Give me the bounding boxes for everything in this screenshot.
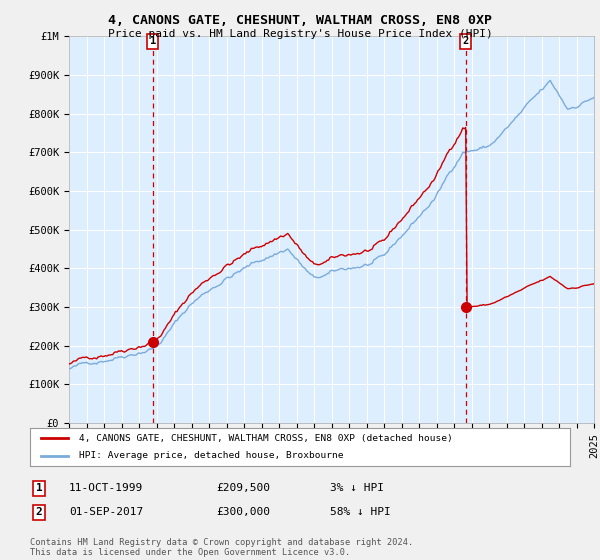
Text: 2: 2 — [463, 36, 469, 46]
Text: 2: 2 — [35, 507, 43, 517]
Text: £300,000: £300,000 — [216, 507, 270, 517]
Text: 1: 1 — [149, 36, 156, 46]
Text: 3% ↓ HPI: 3% ↓ HPI — [330, 483, 384, 493]
Text: 1: 1 — [35, 483, 43, 493]
Text: 01-SEP-2017: 01-SEP-2017 — [69, 507, 143, 517]
Text: HPI: Average price, detached house, Broxbourne: HPI: Average price, detached house, Brox… — [79, 451, 343, 460]
Text: Contains HM Land Registry data © Crown copyright and database right 2024.
This d: Contains HM Land Registry data © Crown c… — [30, 538, 413, 557]
Text: 4, CANONS GATE, CHESHUNT, WALTHAM CROSS, EN8 0XP (detached house): 4, CANONS GATE, CHESHUNT, WALTHAM CROSS,… — [79, 433, 452, 442]
Text: Price paid vs. HM Land Registry's House Price Index (HPI): Price paid vs. HM Land Registry's House … — [107, 29, 493, 39]
Text: £209,500: £209,500 — [216, 483, 270, 493]
Text: 11-OCT-1999: 11-OCT-1999 — [69, 483, 143, 493]
Text: 4, CANONS GATE, CHESHUNT, WALTHAM CROSS, EN8 0XP: 4, CANONS GATE, CHESHUNT, WALTHAM CROSS,… — [108, 14, 492, 27]
Text: 58% ↓ HPI: 58% ↓ HPI — [330, 507, 391, 517]
